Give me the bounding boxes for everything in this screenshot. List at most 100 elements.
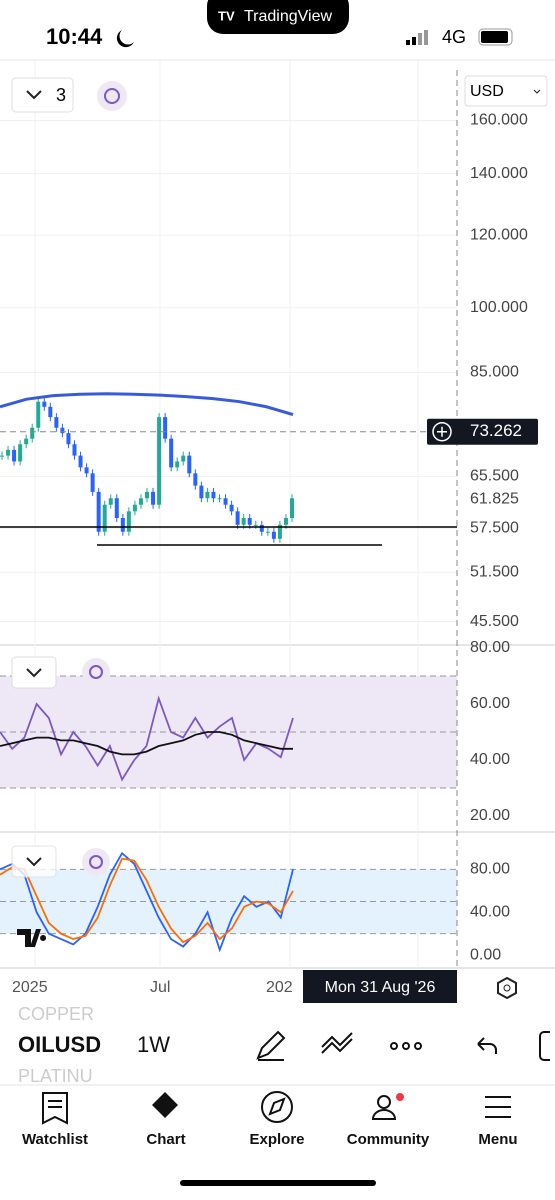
series-line bbox=[0, 857, 294, 944]
moving-average bbox=[0, 392, 294, 416]
symbol[interactable]: OILUSD bbox=[18, 1032, 101, 1057]
candle bbox=[126, 511, 131, 532]
draw-icon[interactable] bbox=[256, 1030, 286, 1061]
series-line bbox=[0, 695, 294, 782]
sync-button[interactable] bbox=[82, 658, 110, 686]
candle bbox=[169, 438, 174, 468]
panel-icon[interactable] bbox=[539, 1031, 550, 1061]
nav-item[interactable]: Explore bbox=[249, 1131, 304, 1148]
sync-button[interactable] bbox=[97, 81, 127, 111]
candle bbox=[290, 498, 294, 519]
candle bbox=[241, 518, 246, 525]
candle bbox=[12, 449, 17, 462]
candle bbox=[108, 498, 113, 505]
candle bbox=[223, 498, 228, 505]
more-icon[interactable] bbox=[390, 1042, 422, 1050]
chart-icon bbox=[152, 1092, 178, 1118]
y-tick-label: 80.00 bbox=[470, 639, 510, 656]
candle bbox=[60, 427, 65, 434]
undo-icon[interactable] bbox=[477, 1037, 497, 1054]
y-tick-label: 160.000 bbox=[470, 112, 528, 129]
candle bbox=[199, 485, 204, 499]
candle bbox=[36, 401, 41, 428]
currency-button[interactable] bbox=[464, 75, 548, 107]
crosshair-time-box bbox=[303, 970, 457, 1003]
candle bbox=[157, 417, 162, 505]
candle bbox=[271, 531, 276, 539]
candle bbox=[6, 449, 11, 456]
sync-button[interactable] bbox=[82, 848, 110, 876]
nav-item[interactable]: Community bbox=[347, 1131, 430, 1148]
candle bbox=[193, 473, 198, 486]
y-tick-label: 60.00 bbox=[470, 695, 510, 712]
y-tick-label: 100.000 bbox=[470, 299, 528, 316]
candle bbox=[259, 524, 264, 532]
battery bbox=[478, 28, 513, 46]
candle bbox=[114, 498, 119, 519]
watchlist-icon bbox=[42, 1092, 68, 1125]
list-item: PLATINU bbox=[18, 1066, 93, 1086]
series-line bbox=[0, 851, 294, 953]
app-logo: TV bbox=[218, 8, 235, 23]
candle bbox=[235, 511, 240, 525]
candle bbox=[175, 461, 180, 468]
candle bbox=[18, 444, 23, 462]
pane-collapse[interactable] bbox=[11, 656, 57, 689]
candle bbox=[66, 433, 71, 445]
nav-item[interactable]: Chart bbox=[146, 1131, 185, 1148]
plot-area bbox=[0, 60, 457, 968]
candle bbox=[0, 455, 4, 457]
community-icon bbox=[377, 1095, 391, 1109]
candle bbox=[42, 401, 47, 407]
candle bbox=[283, 518, 288, 525]
compass bbox=[268, 1097, 286, 1116]
y-tick-label: 85.000 bbox=[470, 364, 519, 381]
settings-icon[interactable] bbox=[497, 976, 517, 1000]
app-name: TradingView bbox=[244, 8, 332, 25]
settings-dot bbox=[503, 984, 511, 992]
nav-item[interactable]: Menu bbox=[478, 1131, 517, 1148]
candle bbox=[54, 417, 59, 428]
y-tick-label: 0.00 bbox=[470, 946, 501, 963]
candle bbox=[132, 504, 137, 512]
indicator-icon[interactable] bbox=[321, 1032, 353, 1054]
price-box bbox=[427, 418, 538, 445]
chevron bbox=[533, 89, 541, 94]
menu-icon bbox=[485, 1096, 511, 1118]
sync-icon bbox=[89, 665, 103, 679]
clock: 10:44 bbox=[46, 24, 103, 49]
band bbox=[0, 869, 457, 934]
y-tick-label: 40.00 bbox=[470, 903, 510, 920]
last-price: 61.825 bbox=[470, 491, 519, 508]
pane-collapse[interactable] bbox=[11, 845, 57, 878]
explore-icon bbox=[261, 1091, 293, 1123]
crosshair-time: Mon 31 Aug '26 bbox=[325, 979, 436, 996]
layout-button[interactable] bbox=[11, 77, 74, 113]
app-pill bbox=[207, 0, 349, 34]
y-tick-label: 65.500 bbox=[470, 468, 519, 485]
y-tick-label: 80.00 bbox=[470, 861, 510, 878]
chevron bbox=[26, 90, 42, 100]
candle bbox=[229, 504, 234, 512]
candle bbox=[181, 455, 186, 462]
chevron bbox=[26, 668, 42, 678]
candle bbox=[145, 491, 149, 499]
add-alert bbox=[432, 421, 452, 442]
time-label: 202 bbox=[266, 979, 293, 996]
time-label: 2025 bbox=[12, 979, 48, 996]
y-tick-label: 120.000 bbox=[470, 226, 528, 243]
network: 4G bbox=[442, 27, 466, 47]
candle bbox=[187, 455, 192, 474]
nav-item[interactable]: Watchlist bbox=[22, 1131, 88, 1148]
community-body bbox=[371, 1109, 397, 1120]
moon-icon bbox=[116, 30, 134, 48]
sync-icon bbox=[89, 855, 103, 869]
watermark-logo bbox=[17, 929, 47, 947]
notification-dot bbox=[396, 1093, 404, 1101]
y-tick-label: 40.00 bbox=[470, 751, 510, 768]
candle bbox=[48, 406, 53, 418]
candle bbox=[138, 498, 143, 505]
candle bbox=[84, 467, 89, 474]
interval[interactable]: 1W bbox=[137, 1032, 170, 1057]
candle bbox=[211, 491, 216, 499]
